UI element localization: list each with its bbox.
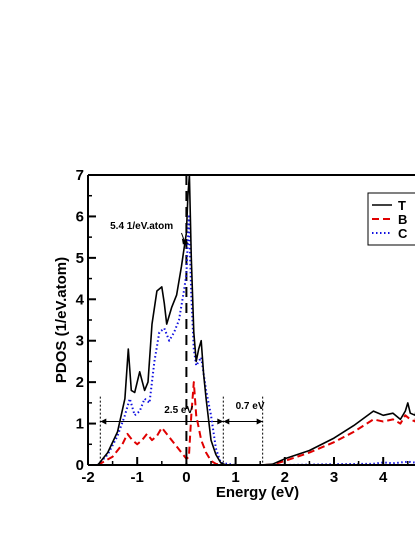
annotation-2: 0.7 eV [236,401,265,412]
annotation-1: 2.5 eV [164,405,193,416]
y-tick-label-2: 2 [76,374,84,391]
bracket-arrow-left-0 [100,418,107,425]
annotation-arrowhead [181,238,189,245]
x-tick-label-1: -1 [131,469,144,486]
series-line-t [97,175,415,465]
x-tick-label-6: 4 [379,469,388,486]
bracket-arrow-left-1 [223,418,230,425]
legend-label-b: B [398,212,407,227]
y-tick-label-0: 0 [76,457,84,474]
plot-area: 5.4 1/eV.atom 2.5 eV 0.7 eV [97,175,415,465]
y-tick-label-7: 7 [76,167,84,184]
x-tick-label-2: 0 [182,469,190,486]
x-tick-label-5: 3 [330,469,338,486]
y-tick-label-6: 6 [76,208,84,225]
x-tick-label-0: -2 [81,469,94,486]
y-axis-label: PDOS (1/eV.atom) [53,257,70,383]
bracket-arrow-right-0 [217,418,224,425]
annotation-0: 5.4 1/eV.atom [110,221,173,232]
legend-label-c: C [398,226,408,241]
series-line-b [97,381,415,465]
legend-label-t: T [398,198,406,213]
bracket-arrow-right-1 [256,418,263,425]
series-line-c [97,215,415,465]
x-tick-label-4: 2 [281,469,289,486]
y-tick-label-1: 1 [76,416,84,433]
y-tick-label-4: 4 [76,291,85,308]
legend: TBC [367,192,415,246]
y-tick-label-5: 5 [76,250,84,267]
x-axis-label: Energy (eV) [216,484,299,501]
x-tick-label-3: 1 [231,469,239,486]
y-tick-label-3: 3 [76,333,84,350]
